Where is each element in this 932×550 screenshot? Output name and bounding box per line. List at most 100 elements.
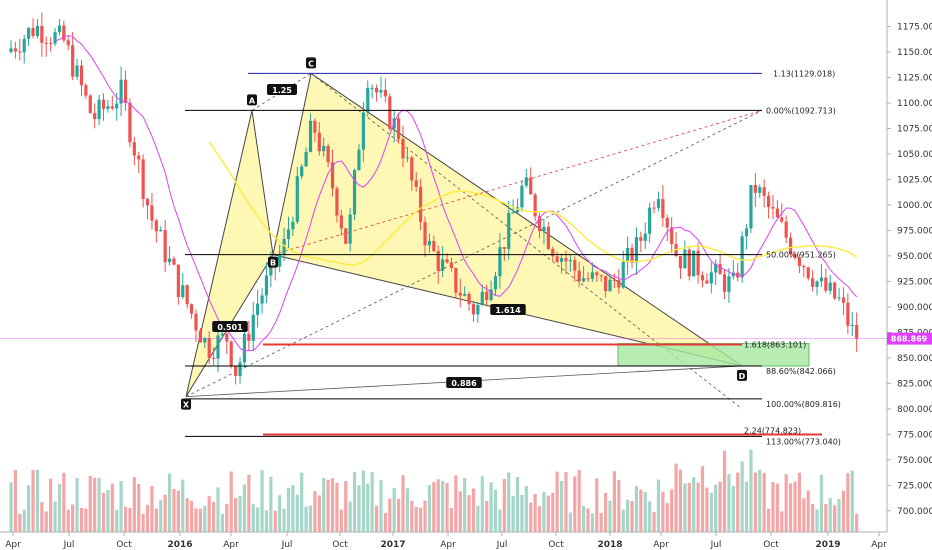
volume-bar	[441, 480, 445, 532]
candle-body	[709, 272, 713, 284]
time-tick-label: 2018	[597, 540, 622, 550]
volume-bar	[727, 474, 731, 532]
volume-bar	[749, 449, 753, 532]
volume-bar	[269, 476, 273, 532]
candle-body	[581, 278, 586, 282]
volume-bar	[493, 489, 498, 532]
volume-bar	[366, 483, 370, 532]
volume-bar	[110, 483, 114, 532]
price-tick-label: 700.000	[897, 507, 932, 517]
volume-bar	[692, 477, 696, 532]
volume-bar	[401, 475, 405, 532]
fib-level-label: 113.00%(773.040)	[766, 437, 841, 446]
candle-body	[251, 314, 255, 341]
candle-body	[189, 304, 194, 314]
candle-body	[502, 247, 506, 249]
candle-body	[529, 177, 533, 195]
pattern-point-x-label: X	[183, 401, 190, 410]
candle-body	[555, 256, 559, 262]
candle-body	[432, 240, 436, 251]
volume-bar	[537, 506, 542, 532]
candle-body	[150, 205, 154, 221]
volume-bar	[128, 507, 132, 532]
volume-bar	[753, 472, 757, 532]
candle-body	[128, 102, 132, 143]
candle-body	[300, 166, 304, 177]
volume-bar	[551, 492, 555, 532]
pattern-labels: X A B C D 0.501 1.25 1.614 0.886	[181, 57, 747, 410]
candle-body	[79, 65, 84, 86]
time-tick-label: Oct	[116, 540, 132, 550]
volume-bar	[626, 499, 630, 532]
candle-body	[573, 259, 577, 271]
candle-body	[608, 279, 612, 292]
candle-body	[308, 120, 313, 152]
moving-averages	[54, 35, 858, 352]
candle-body	[278, 253, 282, 267]
volume-bar	[383, 512, 387, 532]
ratio-label: 1.614	[495, 306, 521, 315]
candle-body	[833, 282, 837, 299]
volume-bar	[220, 513, 225, 532]
volume-bar	[18, 513, 22, 532]
candle-body	[788, 237, 793, 254]
volume-bar	[630, 500, 634, 532]
candle-body	[27, 27, 31, 39]
ratio-badge	[446, 377, 482, 388]
volume-bar	[145, 504, 150, 532]
time-tick-label: Apr	[440, 540, 456, 550]
fib-level-label: 88.60%(842.066)	[766, 367, 836, 376]
volume-bar	[762, 472, 766, 532]
candle-body	[220, 333, 225, 336]
price-tick-label: 775.000	[897, 430, 932, 440]
time-tick-label: Oct	[763, 540, 779, 550]
volume-bar	[709, 492, 713, 532]
volume-bar	[75, 478, 79, 532]
candle-body	[542, 226, 546, 232]
volume-bar	[502, 478, 506, 532]
volume-bar	[471, 488, 476, 532]
volume-bar	[35, 469, 40, 532]
candle-body	[172, 258, 176, 265]
volume-bar	[229, 471, 233, 532]
volume-bar	[225, 503, 229, 532]
volume-bar	[53, 501, 57, 532]
volume-bar	[489, 482, 493, 532]
candle-body	[145, 199, 150, 206]
candle-body	[643, 233, 647, 241]
candle-body	[621, 261, 625, 288]
candle-body	[841, 297, 846, 303]
ratio-badge	[267, 84, 297, 95]
ratio-label: 0.886	[451, 379, 477, 388]
candle-body	[326, 145, 330, 163]
candle-body	[339, 215, 343, 229]
volume-bar	[559, 480, 564, 532]
candle-body	[207, 338, 211, 359]
candle-body	[322, 145, 326, 152]
candle-body	[35, 25, 40, 37]
pattern-point-c-label: C	[308, 59, 314, 68]
candle-body	[793, 253, 797, 258]
xb-dashed	[185, 254, 274, 397]
volume-bar	[463, 478, 467, 532]
volume-bar	[837, 499, 841, 532]
candle-body	[123, 79, 128, 103]
volume-bar	[511, 495, 515, 532]
candle-body	[181, 285, 185, 298]
fib-level-label: 100.00%(809.816)	[766, 400, 841, 409]
volume-bar	[300, 472, 304, 532]
volume-bar	[344, 481, 348, 532]
volume-bar	[414, 506, 418, 532]
price-tick-label: 850.000	[897, 354, 932, 364]
price-tick-label: 900.000	[897, 303, 932, 313]
candle-body	[766, 195, 771, 207]
fib-level-label: 1.13(1129.018)	[773, 69, 835, 78]
candle-body	[533, 194, 537, 217]
volume-bar	[106, 489, 110, 532]
volume-bar	[357, 485, 361, 532]
candle-body	[370, 87, 374, 89]
candle-body	[656, 199, 661, 208]
volume-bar	[480, 476, 484, 532]
price-tick-label: 1050.000	[897, 150, 932, 160]
